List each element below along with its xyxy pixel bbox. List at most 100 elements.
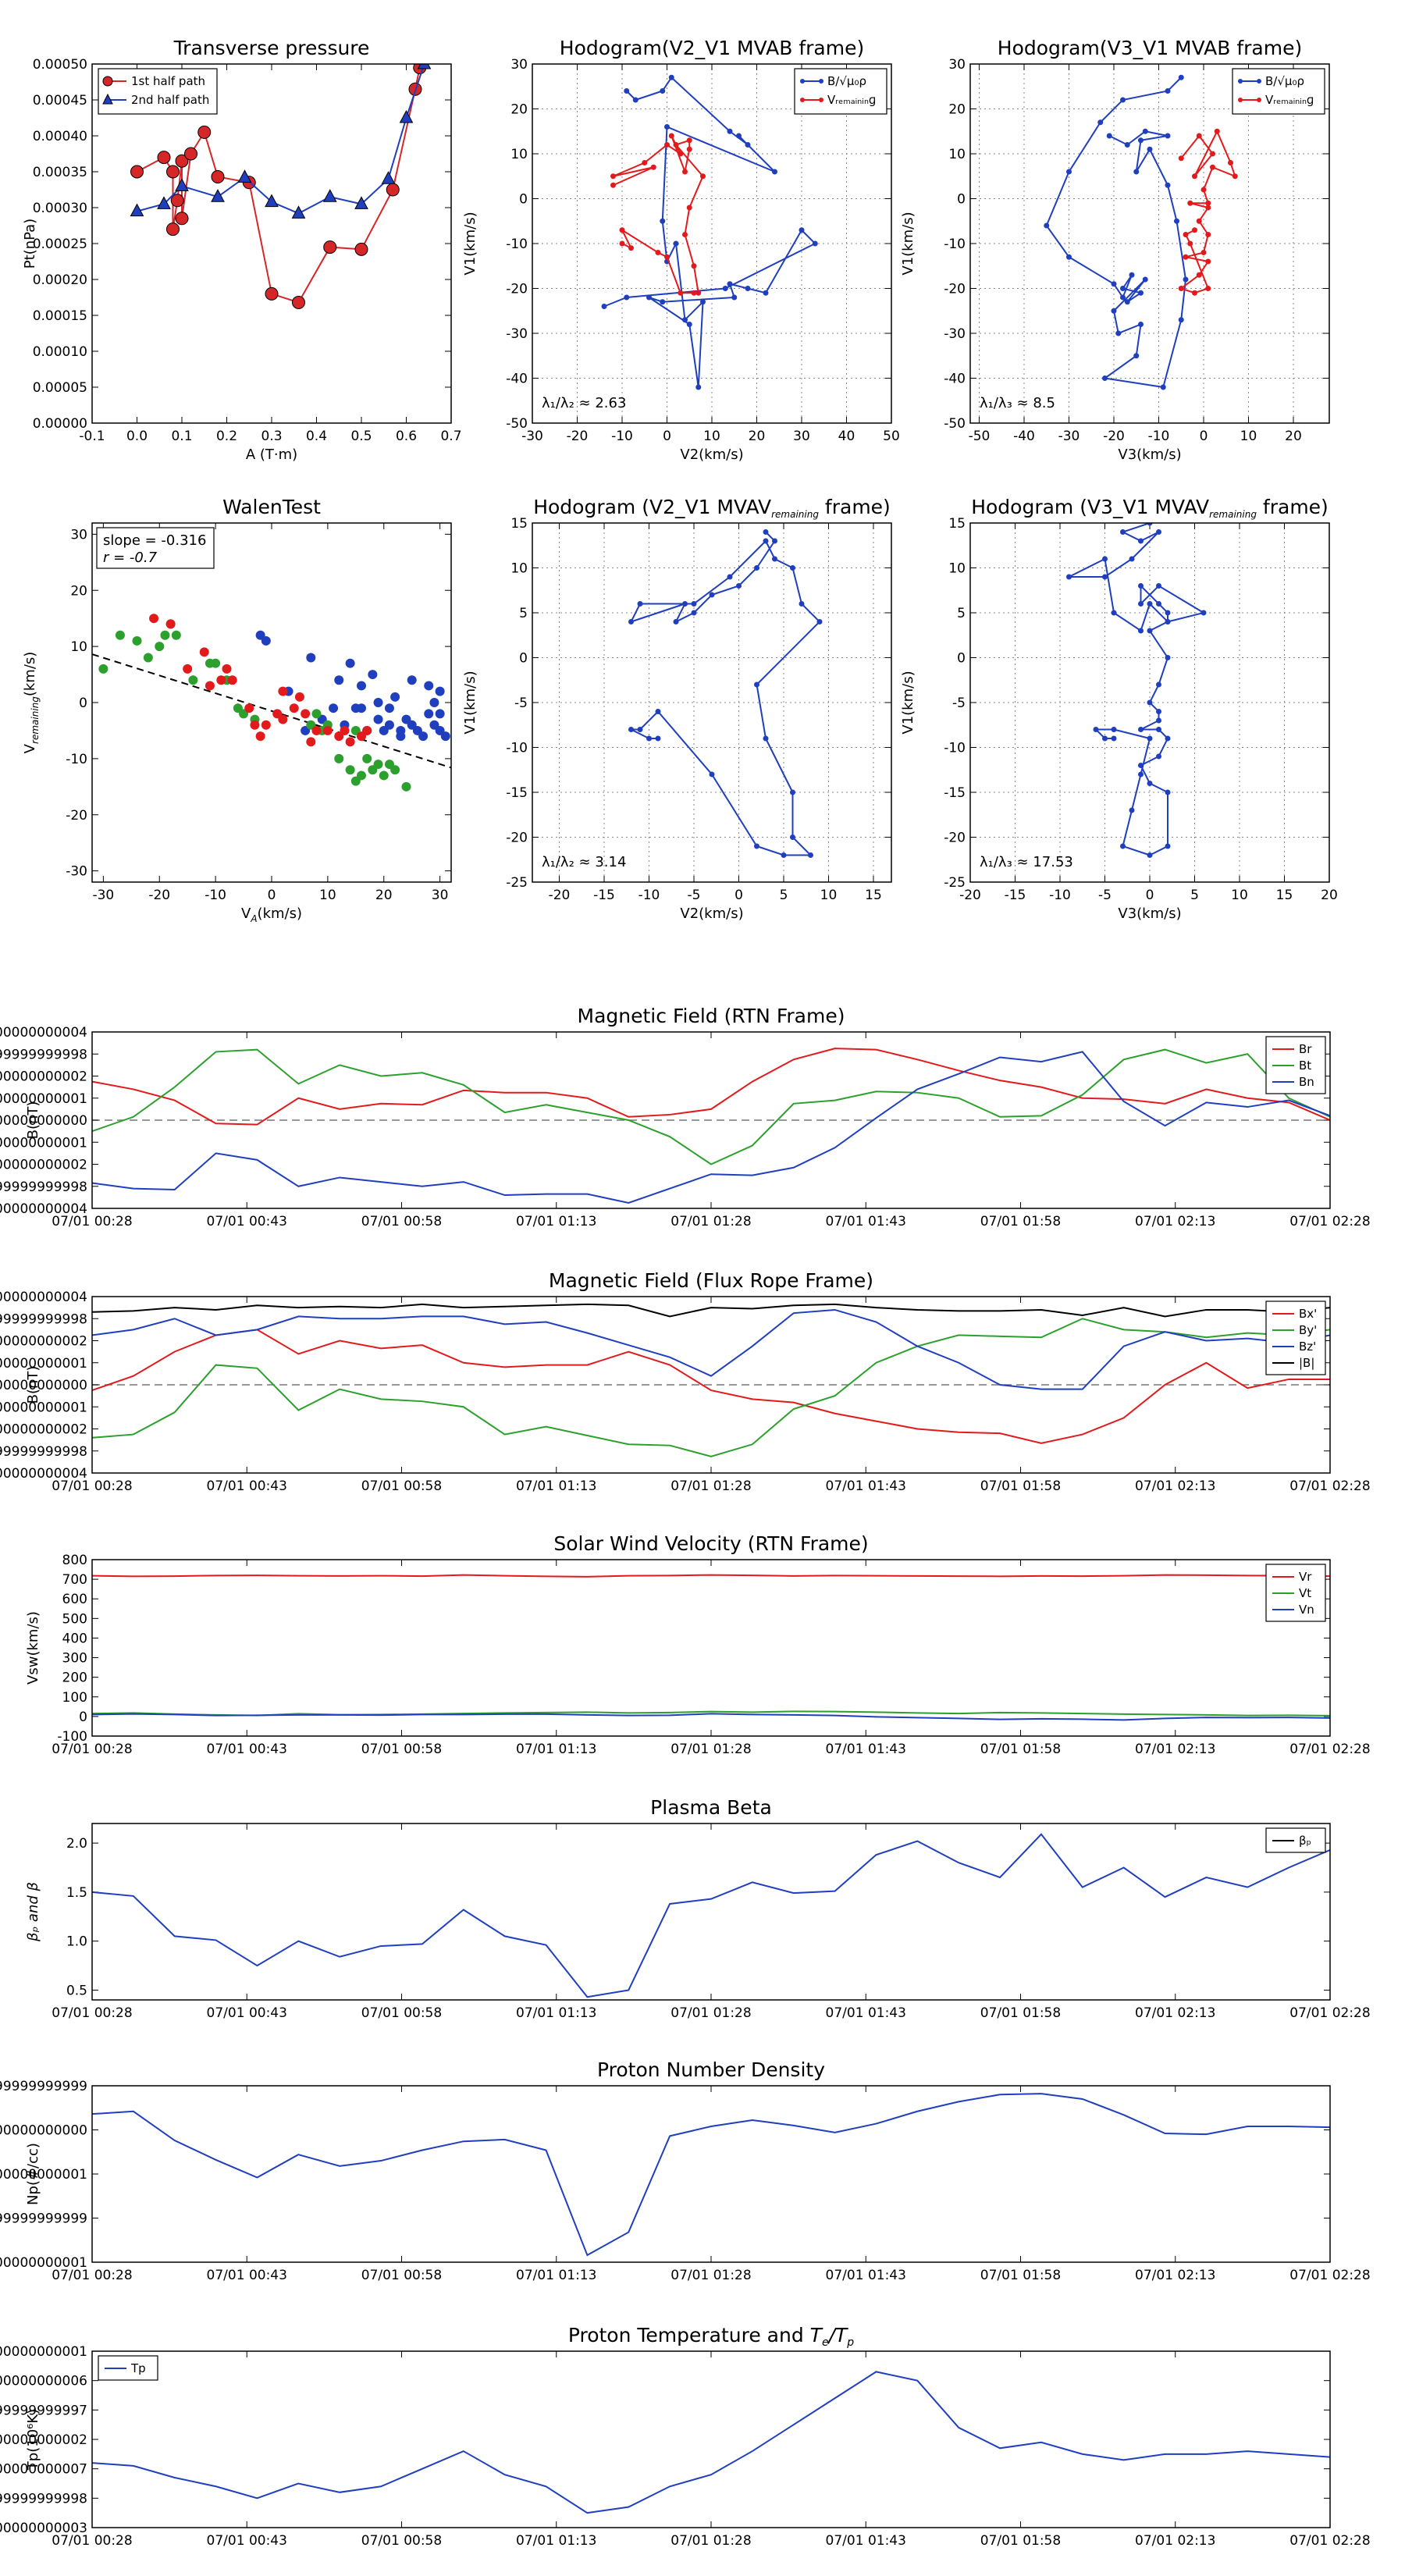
legend-label: βₚ [1299,1834,1311,1848]
data-point [237,169,252,183]
x-tick-label: -40 [1013,429,1035,444]
x-tick-label: 07/01 02:28 [1289,1214,1370,1229]
y-tick-label: 0 [519,192,528,208]
data-point [1205,232,1211,237]
series-bx--line [92,1329,1330,1444]
data-point [1210,151,1215,157]
data-point [686,322,692,327]
data-point [291,205,306,219]
y-tick-label: 0 [79,1710,87,1725]
annotation-slope: slope = -0.316 [103,532,206,549]
y-tick-label: 700 [62,1572,87,1588]
data-point [294,692,304,702]
data-layer [92,1303,1330,1457]
data-point [678,290,684,296]
data-point [244,703,254,713]
data-point [646,735,652,742]
y-tick-label: 5 [519,606,528,621]
plot-frame [91,1823,1331,2001]
data-point [188,675,198,685]
x-tick-label: -15 [593,888,615,903]
legend-label: 1st half path [131,74,205,88]
data-point [736,583,742,589]
chart-title: Hodogram(V2_V1 MVAB frame) [560,37,864,59]
data-point [668,133,674,139]
x-tick-label: 07/01 01:13 [516,1214,596,1229]
data-point [1228,160,1233,165]
plot-area [92,64,451,423]
data-point [322,725,333,735]
data-point [1165,88,1171,94]
x-tick-label: 07/01 00:43 [207,1478,287,1494]
x-tick-label: 0.7 [440,429,461,444]
data-point [1205,200,1211,206]
data-point [1102,574,1108,580]
x-tick-label: -5 [688,888,701,903]
legend-marker [819,79,823,84]
x-tick-label: 07/01 01:13 [516,1742,596,1757]
x-tick-label: 07/01 00:28 [52,2005,132,2021]
data-point [1044,222,1050,229]
x-tick-label: 10 [1240,429,1257,444]
data-point [1156,727,1161,732]
data-point [610,182,616,188]
data-point [357,681,366,691]
data-point [386,183,400,197]
data-point [700,173,706,180]
y-tick-label: 800 [62,1553,87,1568]
data-point [790,834,795,840]
data-point [686,205,692,211]
x-tick-label: 07/01 01:58 [980,1214,1061,1229]
x-tick-label: 20 [1285,429,1302,444]
x-tick-label: 07/01 00:58 [361,1214,442,1229]
y-tick-label: 0.25000000000000000 [0,2123,87,2139]
legend-marker [800,98,805,102]
y-tick-label: -15 [506,785,528,801]
annotation-r: r = -0.7 [103,550,158,566]
data-point [1178,317,1184,323]
x-tick-label: 15 [1276,888,1293,903]
data-point [709,771,715,777]
data-point [322,189,337,202]
legend: B/√μ₀ρ Vᵣₑₘₐᵢₙᵢₙɡ [794,68,887,115]
y-tick-label: 30 [948,57,966,73]
data-point [1111,727,1117,732]
x-tick-label: 07/01 00:43 [207,2533,287,2549]
x-tick-label: 5 [1190,888,1199,903]
data-point [790,789,795,795]
data-point [323,240,337,254]
legend-marker [819,98,823,102]
x-tick-label: -20 [549,888,571,903]
data-point [1138,583,1144,589]
data-point [435,709,445,719]
y-tick-label: 0.10000000000000001 [0,2255,87,2271]
chart-p11: Proton Number Density 07/01 00:28 07/01 00… [0,2058,1371,2283]
data-point [115,630,125,640]
data-point [1147,699,1153,706]
y-tick-label: 0 [79,696,87,711]
data-point [261,720,271,730]
annotation-ratio: λ₁/λ₃ ≈ 17.53 [980,854,1073,870]
x-tick-label: 07/01 01:43 [826,1478,906,1494]
data-point [311,709,322,719]
data-point [610,173,616,180]
y-tick-label: -10 [506,237,528,252]
y-tick-label: 0.29999999999999999 [0,2079,87,2094]
x-tick-label: 07/01 00:28 [52,2533,132,2549]
y-axis-label: V1(km/s) [462,671,478,734]
y-tick-label: -10 [66,752,87,767]
y-tick-label: 15 [948,516,966,532]
data-point [1205,286,1211,291]
x-tick-label: 20 [749,429,766,444]
y-tick-label: 0.00000 [33,416,87,432]
data-point [673,240,679,247]
plot-frame [91,1296,1331,1474]
data-point [345,658,355,668]
y-tick-label: 200 [62,1670,87,1686]
data-point [1178,155,1184,162]
x-tick-label: -10 [1049,888,1071,903]
y-axis-label: B(nT) [25,1366,41,1404]
y-tick-label: 0.20000000000000001 [0,1091,87,1107]
data-point [132,635,142,646]
legend-label: Bx' [1299,1307,1317,1321]
